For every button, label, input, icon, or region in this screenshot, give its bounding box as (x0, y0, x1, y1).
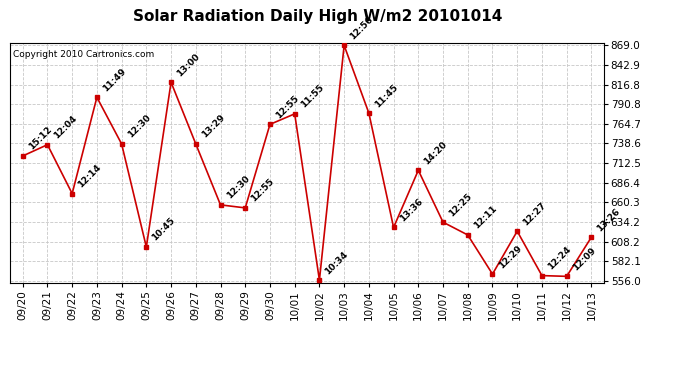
Text: 12:14: 12:14 (77, 163, 103, 189)
Text: 14:20: 14:20 (422, 140, 449, 166)
Text: 10:34: 10:34 (324, 249, 351, 276)
Text: 12:55: 12:55 (274, 94, 301, 120)
Text: 12:30: 12:30 (225, 174, 251, 201)
Text: 12:56: 12:56 (348, 15, 375, 41)
Text: 15:12: 15:12 (27, 125, 54, 152)
Text: 13:36: 13:36 (397, 196, 424, 223)
Text: 13:26: 13:26 (595, 207, 622, 233)
Text: 11:55: 11:55 (299, 83, 326, 110)
Text: Solar Radiation Daily High W/m2 20101014: Solar Radiation Daily High W/m2 20101014 (132, 9, 502, 24)
Text: 12:27: 12:27 (522, 200, 548, 227)
Text: 12:24: 12:24 (546, 245, 573, 272)
Text: 11:49: 11:49 (101, 66, 128, 93)
Text: 12:55: 12:55 (249, 177, 276, 204)
Text: 12:09: 12:09 (571, 246, 598, 272)
Text: 12:25: 12:25 (447, 191, 474, 218)
Text: 12:11: 12:11 (472, 204, 499, 231)
Text: 13:29: 13:29 (200, 113, 226, 140)
Text: 12:04: 12:04 (52, 114, 78, 141)
Text: 11:45: 11:45 (373, 82, 400, 109)
Text: 12:30: 12:30 (126, 113, 152, 140)
Text: 10:45: 10:45 (150, 216, 177, 243)
Text: 13:00: 13:00 (175, 52, 201, 78)
Text: 12:29: 12:29 (497, 243, 523, 270)
Text: Copyright 2010 Cartronics.com: Copyright 2010 Cartronics.com (13, 50, 155, 59)
